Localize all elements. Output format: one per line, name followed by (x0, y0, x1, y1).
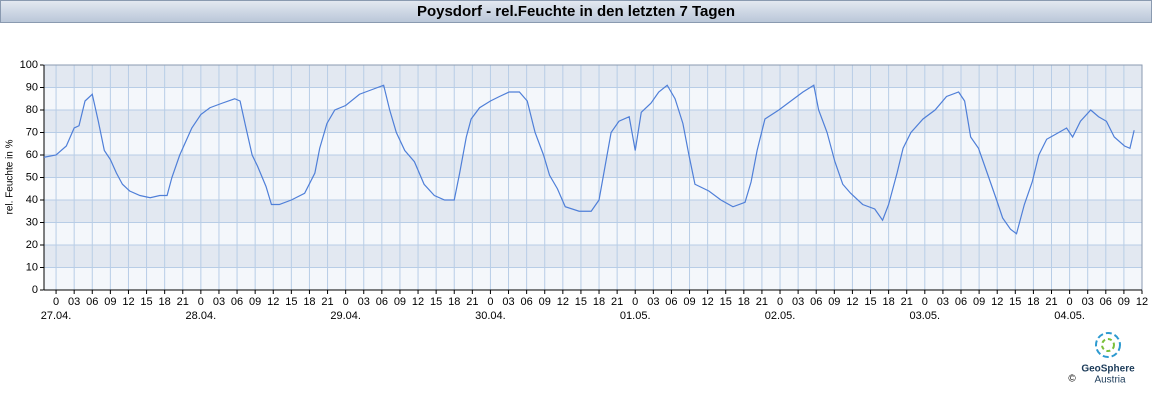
y-tick-label: 0 (32, 284, 38, 296)
data-line (43, 84, 1135, 235)
x-tick-label: 12 (557, 296, 569, 308)
grid-band (44, 110, 1142, 133)
x-tick-label: 15 (864, 296, 876, 308)
x-tick-label: 03 (792, 296, 804, 308)
x-tick-label: 09 (104, 296, 116, 308)
x-tick-label: 09 (1118, 296, 1130, 308)
date-label: 01.05. (620, 310, 651, 322)
x-tick-label: 18 (159, 296, 171, 308)
x-tick-label: 12 (1136, 296, 1148, 308)
x-tick-label: 0 (53, 296, 59, 308)
x-tick-label: 21 (466, 296, 478, 308)
x-tick-label: 18 (593, 296, 605, 308)
chart-title: Poysdorf - rel.Feuchte in den letzten 7 … (417, 3, 735, 20)
x-tick-label: 15 (430, 296, 442, 308)
x-tick-label: 18 (303, 296, 315, 308)
x-tick-label: 18 (448, 296, 460, 308)
x-tick-label: 09 (394, 296, 406, 308)
y-tick-label: 40 (26, 194, 38, 206)
x-tick-label: 15 (285, 296, 297, 308)
x-tick-label: 18 (1027, 296, 1039, 308)
x-tick-label: 09 (249, 296, 261, 308)
x-tick-label: 12 (122, 296, 134, 308)
x-tick-label: 0 (777, 296, 783, 308)
y-tick-label: 30 (26, 216, 38, 228)
x-tick-label: 0 (1067, 296, 1073, 308)
x-tick-label: 12 (267, 296, 279, 308)
x-tick-label: 03 (647, 296, 659, 308)
y-tick-label: 50 (26, 171, 38, 183)
y-tick-label: 90 (26, 81, 38, 93)
grid-band (44, 245, 1142, 268)
copyright: © (1068, 374, 1076, 385)
x-tick-label: 06 (1100, 296, 1112, 308)
x-tick-label: 21 (756, 296, 768, 308)
x-tick-label: 03 (358, 296, 370, 308)
y-axis-label: rel. Feuchte in % (5, 139, 16, 214)
x-tick-label: 03 (1082, 296, 1094, 308)
y-tick-label: 80 (26, 104, 38, 116)
y-tick-label: 70 (26, 126, 38, 138)
x-tick-label: 21 (611, 296, 623, 308)
y-tick-label: 20 (26, 239, 38, 251)
logo-sub: Austria (1094, 375, 1126, 386)
x-tick-label: 12 (702, 296, 714, 308)
x-tick-label: 03 (502, 296, 514, 308)
x-tick-label: 06 (810, 296, 822, 308)
x-tick-label: 18 (882, 296, 894, 308)
grid-band (44, 65, 1142, 88)
x-tick-label: 06 (665, 296, 677, 308)
x-tick-label: 03 (68, 296, 80, 308)
x-tick-label: 15 (575, 296, 587, 308)
date-label: 27.04. (41, 310, 72, 322)
date-label: 29.04. (330, 310, 361, 322)
x-tick-label: 09 (539, 296, 551, 308)
x-tick-label: 06 (521, 296, 533, 308)
logo: GeoSphere Austria © (1068, 332, 1135, 386)
x-tick-label: 03 (213, 296, 225, 308)
x-tick-label: 06 (231, 296, 243, 308)
grid-band (44, 200, 1142, 223)
x-tick-label: 09 (973, 296, 985, 308)
date-label: 28.04. (186, 310, 217, 322)
x-tick-label: 06 (86, 296, 98, 308)
x-tick-label: 21 (901, 296, 913, 308)
x-tick-label: 15 (1009, 296, 1021, 308)
x-tick-label: 18 (738, 296, 750, 308)
x-tick-label: 0 (487, 296, 493, 308)
x-tick-label: 06 (955, 296, 967, 308)
y-tick-label: 100 (20, 59, 38, 71)
x-tick-label: 15 (140, 296, 152, 308)
x-tick-label: 12 (412, 296, 424, 308)
date-label: 30.04. (475, 310, 506, 322)
x-tick-label: 12 (991, 296, 1003, 308)
grid-band (44, 155, 1142, 178)
x-tick-label: 06 (376, 296, 388, 308)
date-label: 04.05. (1054, 310, 1085, 322)
date-label: 03.05. (910, 310, 941, 322)
logo-name: GeoSphere (1081, 364, 1135, 375)
x-tick-label: 21 (321, 296, 333, 308)
x-tick-label: 0 (198, 296, 204, 308)
x-tick-label: 0 (632, 296, 638, 308)
x-tick-label: 21 (177, 296, 189, 308)
x-tick-label: 21 (1045, 296, 1057, 308)
x-tick-label: 12 (846, 296, 858, 308)
date-label: 02.05. (765, 310, 796, 322)
x-tick-label: 09 (828, 296, 840, 308)
x-tick-label: 09 (683, 296, 695, 308)
x-tick-label: 0 (922, 296, 928, 308)
y-tick-label: 60 (26, 149, 38, 161)
y-tick-label: 10 (26, 261, 38, 273)
x-tick-label: 0 (343, 296, 349, 308)
logo-ring (1095, 332, 1121, 358)
x-tick-label: 15 (720, 296, 732, 308)
x-tick-label: 03 (937, 296, 949, 308)
logo-core (1101, 338, 1115, 352)
